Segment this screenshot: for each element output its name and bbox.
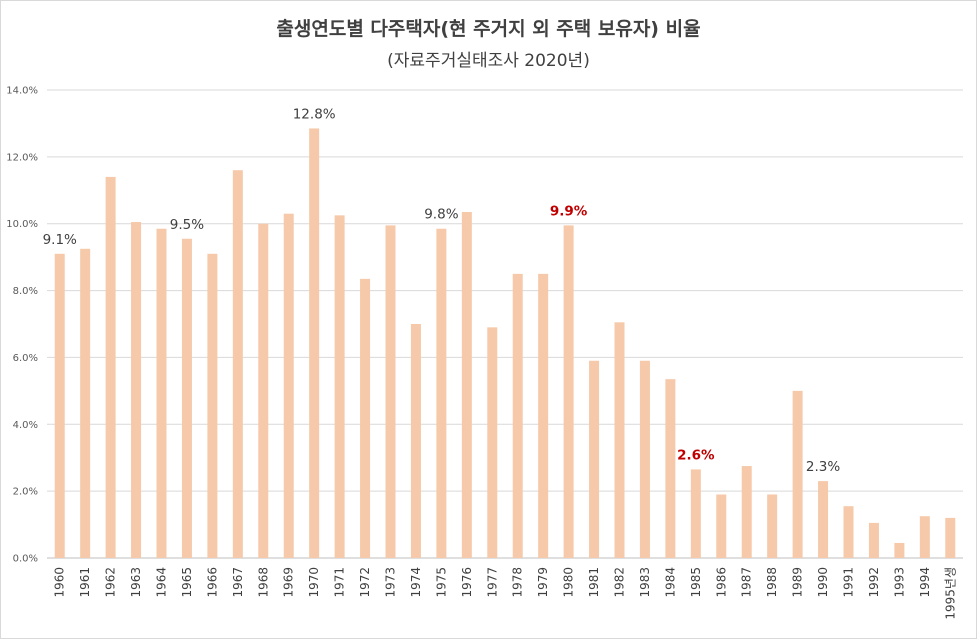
chart-subtitle: (자료주거실태조사 2020년) [387, 51, 590, 71]
bar-series [54, 128, 956, 559]
bar [385, 225, 396, 558]
x-tick-label: 1967 [231, 567, 245, 598]
x-tick-label: 1994 [918, 567, 932, 598]
bar [894, 542, 905, 558]
x-tick-label: 1979 [536, 567, 550, 598]
bar [54, 253, 65, 559]
bar [945, 517, 956, 558]
bar [181, 238, 192, 558]
bar [716, 494, 727, 558]
bar [741, 466, 752, 558]
x-tick-label: 1983 [638, 567, 652, 598]
y-tick-label: 0.0% [13, 554, 38, 565]
bar [105, 176, 116, 558]
x-tick-label: 1963 [129, 567, 143, 598]
x-tick-label: 1960 [53, 567, 67, 598]
x-tick-label: 1968 [256, 567, 270, 598]
bar [461, 212, 472, 558]
bar [207, 253, 218, 559]
bar [512, 273, 523, 558]
bar [665, 379, 676, 558]
bar [436, 228, 447, 558]
x-tick-label: 1985 [689, 567, 703, 598]
x-tick-label: 1976 [460, 567, 474, 598]
x-tick-label: 1980 [562, 567, 576, 598]
bar [538, 273, 549, 558]
y-tick-label: 4.0% [13, 420, 38, 431]
bar [410, 324, 421, 558]
x-tick-label: 1995년생 [943, 567, 957, 620]
chart-title: 출생연도별 다주택자(현 주거지 외 주택 보유자) 비율 [276, 18, 701, 40]
x-tick-label: 1987 [740, 567, 754, 598]
bar [360, 278, 371, 558]
data-labels: 9.1% 9.5% 12.8% 9.8% 9.9% 2.6% 2.3% [43, 106, 841, 475]
x-tick-label: 1986 [714, 567, 728, 598]
data-label: 9.1% [43, 232, 77, 248]
y-tick-label: 14.0% [6, 86, 38, 97]
bar [690, 469, 701, 558]
gridlines [47, 89, 963, 559]
bar [80, 248, 91, 559]
bar [589, 360, 600, 558]
bar [156, 228, 167, 558]
bar [843, 506, 854, 558]
bar [283, 213, 294, 558]
bar [309, 128, 320, 558]
y-axis: 0.0% 2.0% 4.0% 6.0% 8.0% 10.0% 12.0% 14.0% [6, 86, 38, 565]
x-tick-label: 1966 [205, 567, 219, 598]
bar [131, 222, 142, 559]
bar [868, 522, 879, 558]
data-label: 9.5% [170, 217, 204, 233]
y-tick-label: 12.0% [6, 152, 38, 163]
data-label: 2.3% [806, 459, 840, 475]
bar [792, 390, 803, 558]
bar [639, 360, 650, 558]
x-tick-label: 1993 [892, 567, 906, 598]
x-tick-label: 1990 [816, 567, 830, 598]
bar [258, 223, 269, 558]
x-tick-label: 1989 [791, 567, 805, 598]
x-axis: 1960 1961 1962 1963 1964 1965 1966 1967 1968 1969… [53, 567, 958, 620]
bar [487, 327, 498, 558]
y-tick-label: 2.0% [13, 487, 38, 498]
x-tick-label: 1969 [282, 567, 296, 598]
data-label: 9.9% [550, 203, 588, 219]
x-tick-label: 1991 [842, 567, 856, 598]
y-tick-label: 8.0% [13, 286, 38, 297]
x-tick-label: 1981 [587, 567, 601, 598]
x-tick-label: 1962 [104, 567, 118, 598]
x-tick-label: 1978 [511, 567, 525, 598]
bar [563, 225, 574, 558]
bar [919, 516, 930, 558]
x-tick-label: 1970 [307, 567, 321, 598]
x-tick-label: 1961 [78, 567, 92, 598]
bar [232, 170, 243, 558]
x-tick-label: 1984 [663, 567, 677, 598]
bar [614, 322, 625, 558]
x-tick-label: 1973 [384, 567, 398, 598]
x-tick-label: 1982 [613, 567, 627, 598]
x-tick-label: 1971 [333, 567, 347, 598]
y-tick-label: 10.0% [6, 219, 38, 230]
y-tick-label: 6.0% [13, 353, 38, 364]
x-tick-label: 1975 [434, 567, 448, 598]
bar [767, 494, 778, 558]
x-tick-label: 1974 [409, 567, 423, 598]
x-tick-label: 1965 [180, 567, 194, 598]
x-tick-label: 1988 [765, 567, 779, 598]
x-tick-label: 1992 [867, 567, 881, 598]
bar [818, 481, 829, 558]
bar [334, 215, 345, 558]
data-label: 12.8% [293, 106, 336, 122]
data-label: 9.8% [424, 207, 458, 223]
x-tick-label: 1977 [485, 567, 499, 598]
data-label: 2.6% [677, 447, 715, 463]
x-tick-label: 1972 [358, 567, 372, 598]
x-tick-label: 1964 [155, 567, 169, 598]
